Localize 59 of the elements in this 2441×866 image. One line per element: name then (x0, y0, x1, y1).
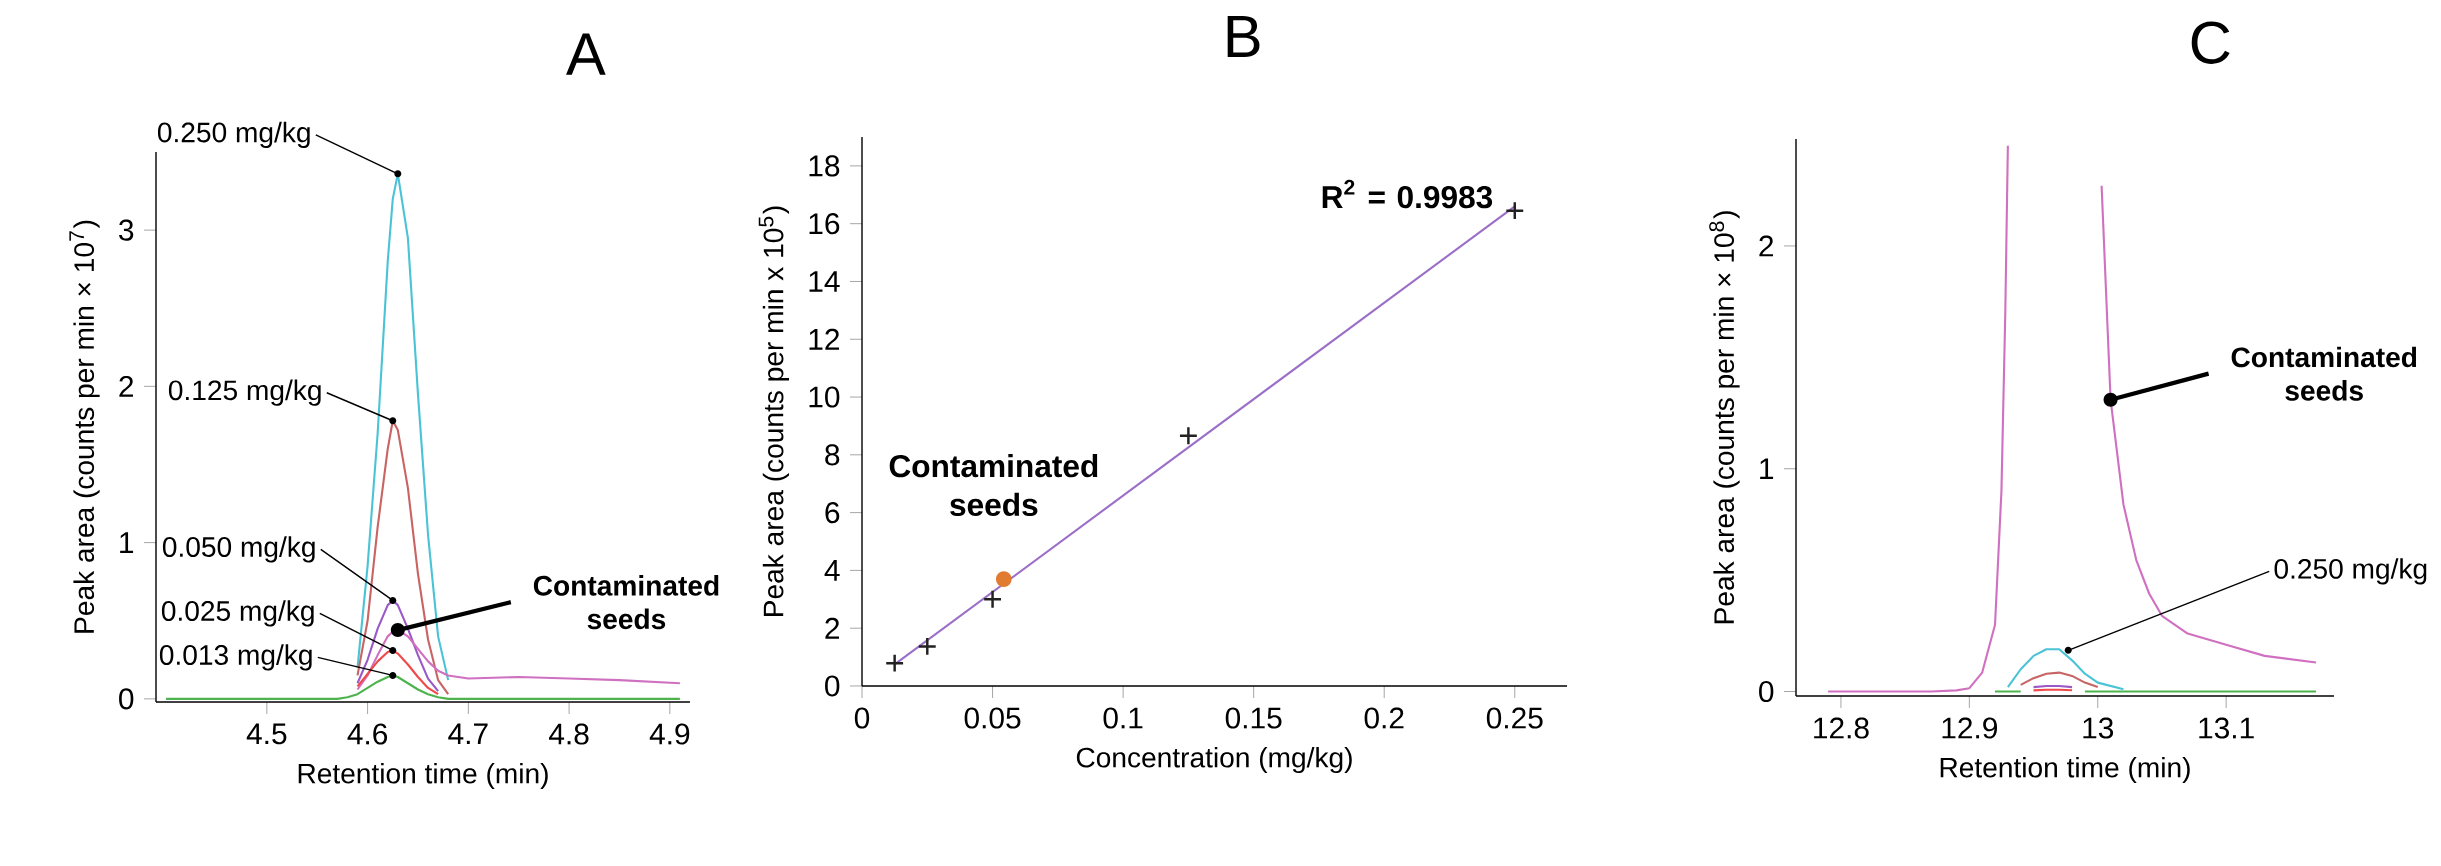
y-tick-label: 12 (809, 328, 839, 350)
annotation: Contaminated seeds (889, 454, 1098, 517)
point (884, 653, 905, 673)
annotation: 0.250 mg/kg (157, 121, 310, 148)
annotation: 0.125 mg/kg (168, 379, 321, 406)
x-tick-label: 0.05 (964, 707, 1021, 729)
point (1505, 201, 1525, 221)
y-tick-label: 2 (1759, 235, 1774, 257)
y-tick-label: 10 (809, 386, 840, 408)
y-axis-title: Peak area (counts per min × 10$^{7}$) (69, 220, 100, 633)
line-series (2019, 671, 2099, 689)
y-tick-label: 16 (809, 213, 840, 235)
y-axis-title: Peak area (counts per min × 10$^{8}$) (1709, 211, 1740, 624)
annotation: Contaminated seeds (533, 575, 719, 630)
line-series (2006, 648, 2125, 691)
x-tick-label: 4.9 (649, 723, 690, 745)
x-tick-label: 0.15 (1225, 707, 1282, 729)
point (982, 589, 1003, 609)
x-axis-title: Retention time (min) (298, 762, 548, 790)
annotation: 0.250 mg/kg (2274, 558, 2427, 585)
y-tick-label: 0 (119, 688, 134, 710)
y-tick-label: 6 (825, 502, 840, 524)
annotation: Contaminated seeds (2231, 346, 2417, 401)
y-tick-label: 18 (809, 155, 840, 177)
x-tick-label: 4.8 (548, 723, 589, 745)
annotation: 0.013 mg/kg (159, 644, 312, 671)
x-axis-title: Retention time (min) (1940, 756, 2190, 784)
y-tick-label: 8 (825, 444, 840, 466)
x-tick-label: 13 (2083, 717, 2114, 739)
x-tick-label: 4.5 (246, 723, 287, 745)
point (917, 636, 937, 657)
y-axis-title: Peak area (counts per min x 10$^{5}$) (758, 206, 790, 616)
annotation: 0.025 mg/kg (161, 600, 314, 627)
y-tick-label: 0 (825, 675, 840, 697)
y-tick-label: 1 (120, 532, 134, 553)
chart-title: B (1227, 15, 1260, 58)
x-tick-label: 0.2 (1364, 707, 1404, 729)
y-tick-label: 14 (809, 271, 840, 292)
x-tick-label: 4.6 (347, 723, 388, 745)
y-tick-label: 2 (119, 375, 134, 397)
annotation: 0.050 mg/kg (162, 536, 315, 563)
x-tick-label: 13.1 (2199, 717, 2254, 739)
x-axis-title: Concentration (mg/kg) (1076, 746, 1352, 774)
chart-title: C (2191, 21, 2230, 64)
x-tick-label: 0.1 (1103, 707, 1143, 729)
y-tick-label: 2 (825, 617, 840, 639)
y-tick-label: 1 (1760, 458, 1774, 480)
x-tick-label: 12.9 (1942, 717, 1998, 739)
x-tick-label: 4.7 (448, 723, 488, 745)
y-tick-label: 4 (824, 560, 840, 581)
point (1178, 426, 1199, 446)
x-tick-label: 12.8 (1814, 717, 1869, 739)
chart-title: A (566, 33, 606, 75)
x-tick-label: 0.25 (1486, 707, 1543, 729)
point (995, 571, 1012, 587)
annotation: R$^{2}$ = 0.9983 (1322, 179, 1493, 209)
y-tick-label: 3 (119, 219, 134, 241)
y-tick-label: 0 (1759, 680, 1774, 703)
x-tick-label: 0 (854, 707, 870, 729)
